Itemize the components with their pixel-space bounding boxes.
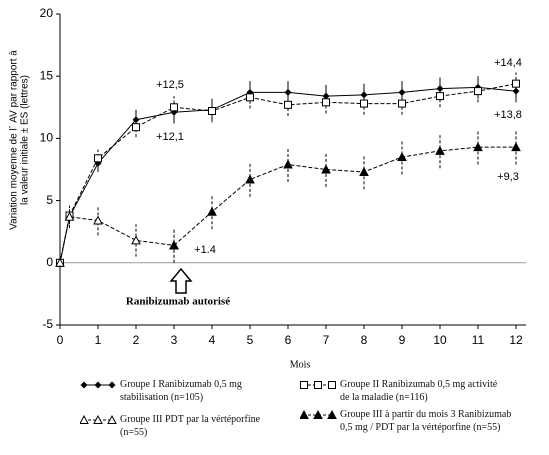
legend-swatch xyxy=(300,381,336,389)
x-tick-label: 5 xyxy=(247,333,254,347)
x-tick-label: 0 xyxy=(57,333,64,347)
marker xyxy=(80,414,89,424)
y-tick-label: -5 xyxy=(42,317,53,331)
legend-label: Groupe III PDT par la vértéporfine (n=55… xyxy=(120,414,261,438)
marker xyxy=(359,166,369,176)
marker xyxy=(360,91,368,99)
annotation: +12,5 xyxy=(156,79,184,91)
y-tick-label: 0 xyxy=(46,255,53,269)
annotation: Ranibizumab autorisé xyxy=(126,296,230,308)
x-tick-label: 8 xyxy=(361,333,368,347)
legend-item: Groupe III PDT par la vértéporfine (n=55… xyxy=(80,413,300,439)
marker xyxy=(207,206,217,216)
annotation: +1.4 xyxy=(194,244,216,256)
marker xyxy=(474,87,482,96)
annotation: +12,1 xyxy=(156,131,184,143)
marker xyxy=(170,103,178,112)
marker xyxy=(397,151,407,162)
legend-swatch xyxy=(300,409,337,419)
marker xyxy=(80,381,88,389)
marker xyxy=(94,154,102,163)
marker xyxy=(300,409,309,419)
marker xyxy=(314,381,322,389)
marker xyxy=(435,145,445,155)
y-axis-title: la valeur initiale ± ES (lettres) xyxy=(20,75,31,205)
marker xyxy=(313,409,323,419)
series-line xyxy=(59,216,175,263)
marker xyxy=(64,211,75,221)
marker xyxy=(512,87,520,95)
x-tick-label: 10 xyxy=(433,333,447,347)
marker xyxy=(398,99,406,108)
marker xyxy=(327,409,337,419)
chart: Mois Variation moyenne de l´ AV par rapp… xyxy=(8,6,526,370)
x-tick-label: 6 xyxy=(285,333,292,347)
legend-swatch xyxy=(80,414,117,424)
y-tick-label: 10 xyxy=(40,131,54,145)
marker xyxy=(283,159,293,169)
x-tick-label: 11 xyxy=(472,333,485,347)
annotation: +13,8 xyxy=(494,109,522,121)
legend-item: Groupe II Ranibizumab 0,5 mg activité de… xyxy=(300,378,525,404)
marker xyxy=(93,414,103,424)
marker xyxy=(360,99,368,108)
legend-item: Groupe I Ranibizumab 0,5 mg stabilisatio… xyxy=(80,378,300,404)
y-tick-label: 20 xyxy=(40,6,54,20)
marker xyxy=(131,235,141,245)
series-line xyxy=(173,146,516,246)
legend-label: Groupe III à partir du mois 3 Ranibizuma… xyxy=(340,409,512,433)
y-tick-label: 15 xyxy=(40,68,54,82)
marker xyxy=(108,381,116,389)
marker xyxy=(55,257,65,267)
marker xyxy=(473,142,483,152)
marker xyxy=(132,123,140,132)
legend-label: Groupe I Ranibizumab 0,5 mg stabilisatio… xyxy=(120,379,242,403)
legend-label: Groupe II Ranibizumab 0,5 mg activité de… xyxy=(340,379,498,403)
marker xyxy=(284,88,292,96)
x-axis-title: Mois xyxy=(290,359,311,370)
marker xyxy=(169,240,179,250)
x-tick-label: 4 xyxy=(209,333,216,347)
marker xyxy=(436,92,444,101)
series-line xyxy=(59,86,517,263)
x-tick-label: 7 xyxy=(323,333,330,347)
x-tick-label: 3 xyxy=(171,333,178,347)
marker xyxy=(94,381,102,389)
marker xyxy=(511,142,521,152)
x-tick-label: 9 xyxy=(399,333,406,347)
marker xyxy=(245,174,255,184)
marker xyxy=(300,381,308,389)
marker xyxy=(208,107,216,116)
marker xyxy=(321,164,331,174)
marker xyxy=(328,381,336,389)
marker xyxy=(93,215,103,225)
arrow xyxy=(169,267,193,294)
x-tick-label: 12 xyxy=(509,333,523,347)
marker xyxy=(322,98,330,107)
x-tick-label: 2 xyxy=(133,333,140,347)
annotation: +9,3 xyxy=(497,171,519,183)
annotation: +14,4 xyxy=(494,57,522,69)
marker xyxy=(436,85,444,93)
marker xyxy=(512,79,520,88)
legend-swatch xyxy=(80,381,116,389)
legend-item: Groupe III à partir du mois 3 Ranibizuma… xyxy=(300,408,525,434)
marker xyxy=(107,414,117,424)
y-axis-title: Variation moyenne de l´ AV par rapport à xyxy=(8,50,20,230)
y-tick-label: 5 xyxy=(46,193,53,207)
series-line xyxy=(59,83,517,263)
marker xyxy=(246,93,254,102)
marker xyxy=(284,100,292,109)
x-tick-label: 1 xyxy=(95,333,102,347)
